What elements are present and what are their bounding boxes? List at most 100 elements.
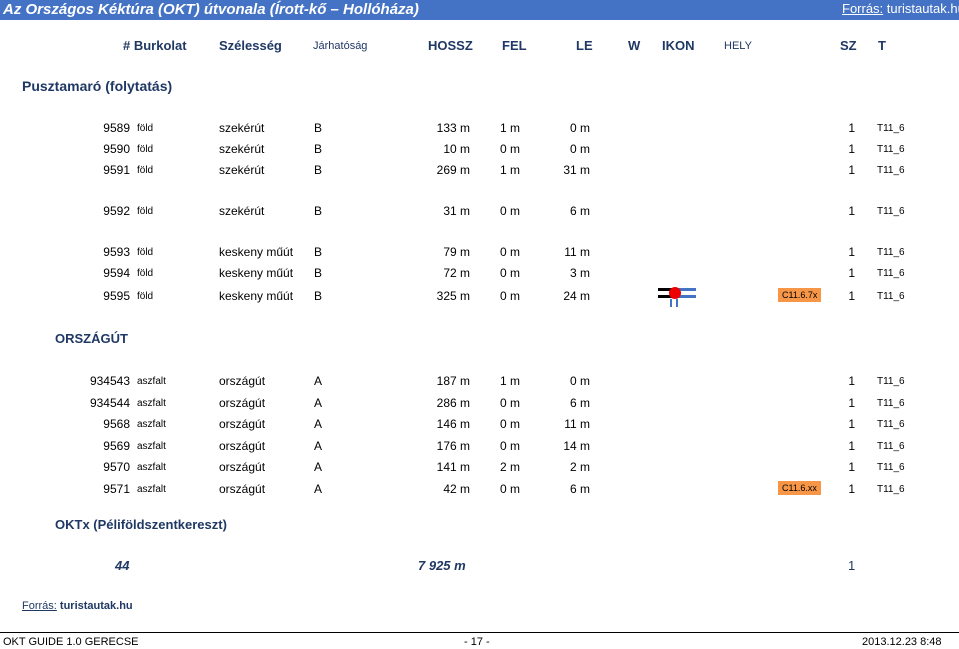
row-down: 6 m	[569, 482, 590, 496]
row-sz: 1	[848, 289, 855, 303]
row-type: keskeny műút	[219, 289, 294, 303]
row-type: országút	[219, 460, 266, 474]
row-sz: 1	[848, 245, 855, 259]
row-down: 14 m	[563, 439, 590, 453]
row-length: 10 m	[443, 142, 470, 156]
row-id: 9568	[103, 417, 130, 431]
col-hely: HELY	[724, 40, 752, 52]
row-type: szekérút	[219, 142, 265, 156]
row-id: 9591	[103, 163, 130, 177]
row-id: 9569	[103, 439, 130, 453]
col-w: W	[628, 38, 641, 53]
row-surface: aszfalt	[137, 419, 166, 430]
row-class: A	[314, 460, 323, 474]
row-sz: 1	[848, 460, 855, 474]
row-surface: aszfalt	[137, 376, 166, 387]
row-length: 269 m	[436, 163, 470, 177]
row-id: 934543	[89, 374, 130, 388]
row-class: A	[314, 439, 323, 453]
row-class: A	[314, 396, 323, 410]
title-bar	[0, 0, 959, 20]
col-t: T	[878, 38, 886, 53]
row-down: 24 m	[563, 289, 590, 303]
row-class: B	[314, 245, 323, 259]
row-up: 0 m	[499, 482, 520, 496]
row-id: 9594	[103, 266, 130, 280]
row-id: 9570	[103, 460, 130, 474]
row-up: 0 m	[499, 289, 520, 303]
row-surface: föld	[137, 206, 154, 217]
row-type: országút	[219, 482, 266, 496]
row-length: 187 m	[436, 374, 470, 388]
source-top-value: turistautak.hu	[886, 1, 959, 16]
row-surface: föld	[137, 123, 154, 134]
row-sz: 1	[848, 266, 855, 280]
row-t: T11_6	[877, 419, 905, 430]
section-pusztamaro: Pusztamaró (folytatás)	[22, 78, 173, 94]
row-class: A	[314, 417, 323, 431]
row-up: 0 m	[499, 142, 520, 156]
col-hossz: HOSSZ	[428, 38, 473, 53]
row-type: szekérút	[219, 163, 265, 177]
row-up: 0 m	[499, 266, 520, 280]
total-sz: 1	[848, 558, 856, 573]
row-class: B	[314, 121, 323, 135]
source-bottom-label[interactable]: Forrás:	[22, 600, 57, 612]
row-down: 31 m	[563, 163, 590, 177]
row-class: B	[314, 142, 323, 156]
row-type: keskeny műút	[219, 245, 294, 259]
row-length: 42 m	[443, 482, 470, 496]
row-sz: 1	[848, 417, 855, 431]
row-up: 0 m	[499, 417, 520, 431]
row-surface: föld	[137, 165, 154, 176]
row-sz: 1	[848, 204, 855, 218]
source-top-label[interactable]: Forrás:	[842, 1, 884, 16]
row-down: 11 m	[564, 417, 590, 431]
row-hely-badge: C11.6.xx	[778, 481, 821, 495]
row-type: szekérút	[219, 121, 265, 135]
row-type: szekérút	[219, 204, 265, 218]
footer-divider	[0, 632, 959, 633]
row-down: 0 m	[569, 374, 590, 388]
section-orszagut: ORSZÁGÚT	[55, 331, 128, 346]
row-class: B	[314, 163, 323, 177]
row-up: 1 m	[499, 163, 520, 177]
row-up: 0 m	[499, 396, 520, 410]
row-type: keskeny műút	[219, 266, 294, 280]
row-t: T11_6	[877, 484, 905, 495]
row-sz: 1	[848, 374, 855, 388]
row-surface: föld	[137, 247, 154, 258]
page-title: Az Országos Kéktúra (OKT) útvonala (Írot…	[3, 1, 419, 18]
row-t: T11_6	[877, 376, 905, 387]
row-id: 9571	[103, 482, 130, 496]
footer-center: - 17 -	[464, 636, 490, 648]
total-length: 7 925 m	[418, 558, 466, 573]
row-length: 146 m	[436, 417, 470, 431]
row-id: 9593	[103, 245, 130, 259]
row-class: A	[314, 374, 323, 388]
row-length: 79 m	[443, 245, 470, 259]
row-up: 0 m	[499, 204, 520, 218]
row-type: országút	[219, 417, 266, 431]
row-id: 934544	[89, 396, 130, 410]
row-down: 0 m	[569, 142, 590, 156]
col-jarhatosag: Járhatóság	[313, 40, 368, 52]
row-surface: föld	[137, 291, 154, 302]
row-length: 31 m	[443, 204, 470, 218]
col-sz: SZ	[840, 38, 857, 53]
row-class: A	[314, 482, 323, 496]
row-t: T11_6	[877, 206, 905, 217]
road-junction-marker-icon	[658, 285, 698, 307]
row-surface: aszfalt	[137, 441, 166, 452]
col-ikon: IKON	[662, 38, 695, 53]
row-sz: 1	[848, 482, 855, 496]
row-t: T11_6	[877, 462, 905, 473]
row-down: 11 m	[564, 245, 590, 259]
row-id: 9595	[103, 289, 130, 303]
row-sz: 1	[848, 163, 855, 177]
row-type: országút	[219, 439, 266, 453]
section-oktx: OKTx (Péliföldszentkereszt)	[55, 517, 227, 532]
row-down: 0 m	[569, 121, 590, 135]
row-up: 2 m	[499, 460, 520, 474]
row-down: 6 m	[569, 396, 590, 410]
